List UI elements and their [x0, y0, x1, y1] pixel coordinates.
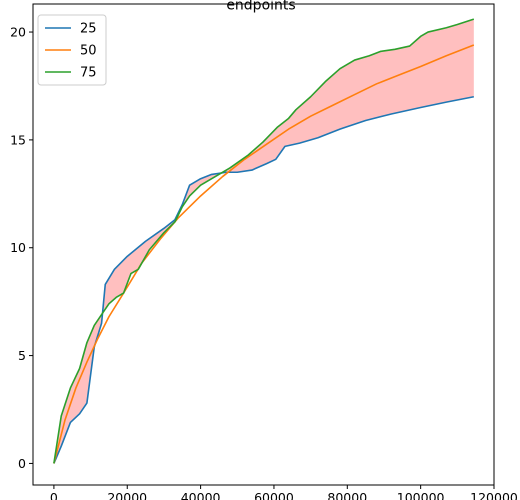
legend: 25 50 75: [37, 14, 107, 86]
x-tick-label: 60000: [254, 490, 294, 500]
x-tick-label: 40000: [181, 490, 221, 500]
y-tick-label: 5: [18, 348, 26, 363]
axes-frame: [32, 3, 495, 486]
fill-between-area: [53, 19, 474, 464]
x-tick-label: 20000: [107, 490, 147, 500]
legend-box: [37, 14, 107, 86]
chart-title: endpoints: [226, 0, 295, 14]
plot-area: [53, 18, 475, 464]
y-tick-label: 20: [10, 25, 26, 40]
legend-label-50: 50: [80, 44, 97, 59]
series-line-50: [53, 44, 475, 464]
x-tick-label: 80000: [327, 490, 367, 500]
x-tick-label: 0: [50, 490, 58, 500]
legend-label-25: 25: [80, 22, 97, 37]
x-tick-label: 100000: [397, 490, 445, 500]
x-tick-label: 120000: [470, 490, 518, 500]
y-tick-label: 15: [10, 132, 26, 147]
legend-label-75: 75: [80, 66, 97, 81]
axis-ticks: 0 20000 40000 60000 80000 100000 120000 0 5 10 15 2…: [10, 25, 518, 500]
y-tick-label: 10: [10, 240, 26, 255]
series-line-75: [53, 18, 475, 464]
y-tick-label: 0: [18, 456, 26, 471]
